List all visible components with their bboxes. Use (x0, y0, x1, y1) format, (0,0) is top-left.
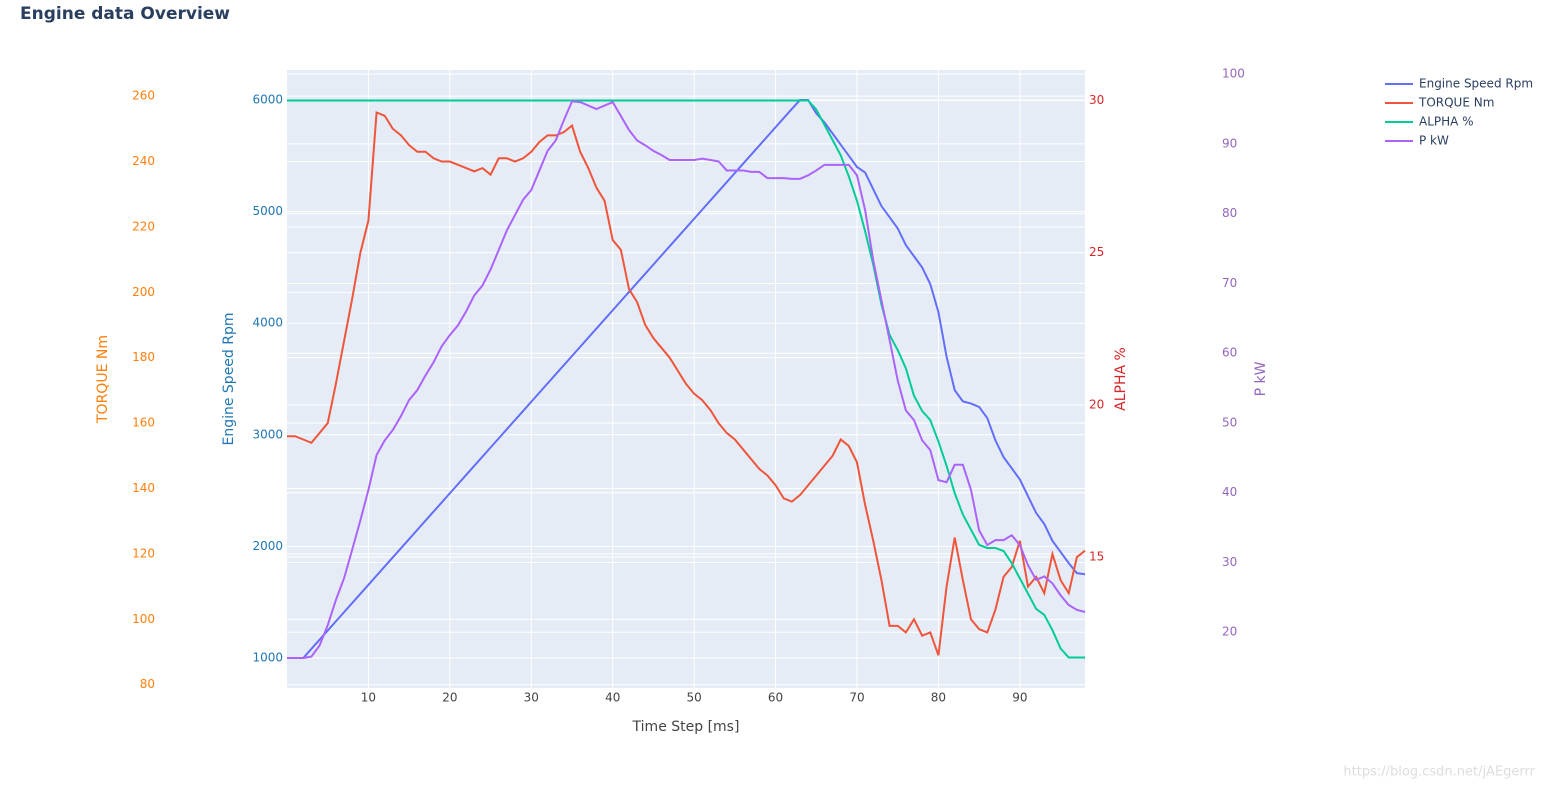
series-line (287, 111, 1086, 656)
y-tick-label: 90 (1222, 136, 1237, 150)
y-tick-label: 4000 (252, 316, 283, 330)
y-tick-label: 180 (132, 350, 155, 364)
y-tick-label: 5000 (252, 204, 283, 218)
y-tick-label: 120 (132, 546, 155, 560)
y-tick-label: 6000 (252, 93, 283, 107)
legend-label: P kW (1419, 134, 1449, 148)
y-tick-label: 2000 (252, 539, 283, 553)
y-axis-title: Engine Speed Rpm (221, 312, 237, 445)
y-axis-title: P kW (1253, 361, 1269, 396)
y-tick-label: 25 (1089, 245, 1104, 259)
y-axis-title: ALPHA % (1113, 347, 1129, 411)
x-tick-label: 20 (442, 691, 457, 705)
series-line (287, 100, 1086, 660)
y-tick-label: 100 (132, 612, 155, 626)
x-tick-label: 40 (605, 691, 620, 705)
legend-label: Engine Speed Rpm (1419, 77, 1533, 91)
x-tick-label: 90 (1012, 691, 1027, 705)
series-line (287, 99, 1086, 659)
y-tick-label: 80 (140, 677, 155, 691)
y-tick-label: 3000 (252, 427, 283, 441)
legend-label: ALPHA % (1419, 115, 1474, 129)
x-tick-label: 70 (849, 691, 864, 705)
y-tick-label: 60 (1222, 346, 1237, 360)
y-tick-label: 70 (1222, 276, 1237, 290)
watermark: https://blog.csdn.net/jAEgerrr (1343, 765, 1535, 780)
x-tick-label: 80 (931, 691, 946, 705)
y-tick-label: 20 (1222, 625, 1237, 639)
legend-label: TORQUE Nm (1418, 96, 1494, 110)
x-axis-title: Time Step [ms] (632, 719, 740, 735)
y-tick-label: 160 (132, 416, 155, 430)
x-tick-label: 10 (361, 691, 376, 705)
series-line (287, 99, 1085, 659)
chart-title: Engine data Overview (20, 4, 230, 24)
y-tick-label: 260 (132, 89, 155, 103)
x-tick-label: 30 (524, 691, 539, 705)
y-tick-label: 140 (132, 481, 155, 495)
x-tick-label: 60 (768, 691, 783, 705)
y-tick-label: 40 (1222, 485, 1237, 499)
y-tick-label: 200 (132, 285, 155, 299)
y-tick-label: 240 (132, 154, 155, 168)
x-tick-label: 50 (687, 691, 702, 705)
y-tick-label: 20 (1089, 397, 1104, 411)
y-tick-label: 220 (132, 219, 155, 233)
y-tick-label: 15 (1089, 550, 1104, 564)
y-tick-label: 50 (1222, 415, 1237, 429)
y-tick-label: 30 (1222, 555, 1237, 569)
y-axis-title: TORQUE Nm (95, 335, 111, 424)
y-tick-label: 1000 (252, 650, 283, 664)
y-tick-label: 80 (1222, 206, 1237, 220)
y-tick-label: 100 (1222, 67, 1245, 81)
y-tick-label: 30 (1089, 93, 1104, 107)
